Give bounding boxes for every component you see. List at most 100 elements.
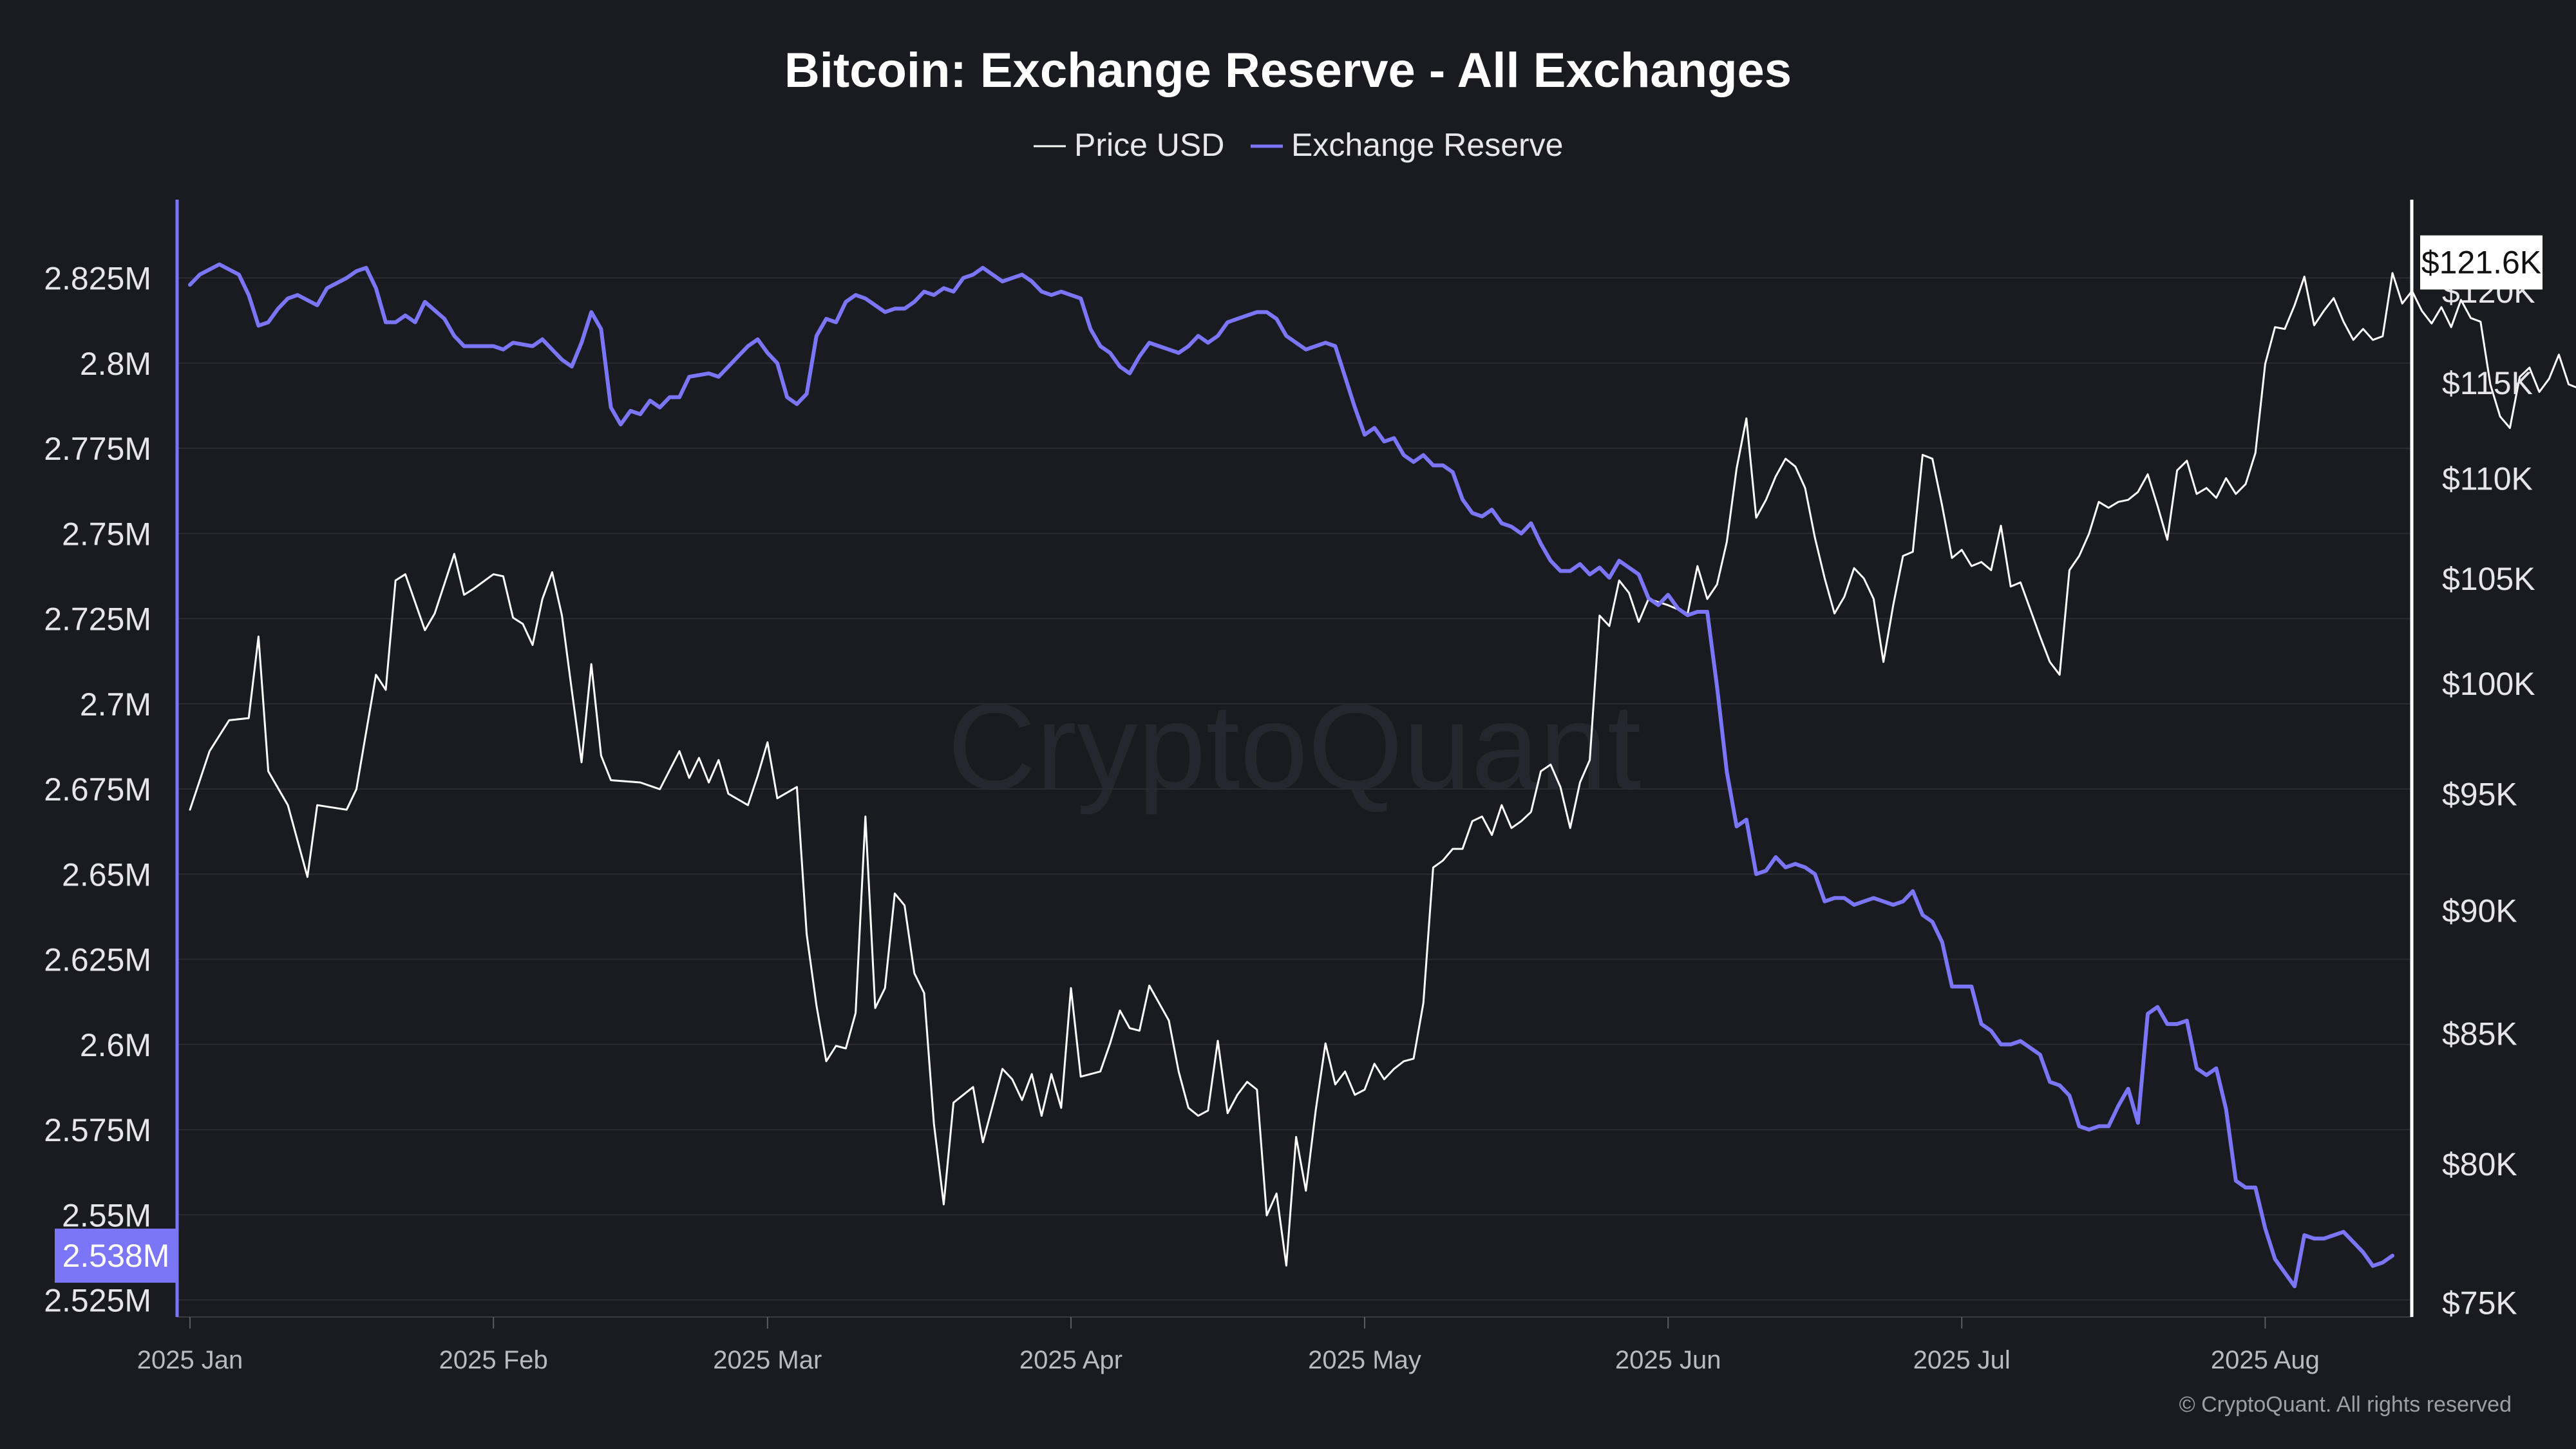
price-usd-point[interactable] (1363, 1088, 1367, 1092)
exchange-reserve-point[interactable] (893, 307, 896, 310)
price-usd-point[interactable] (1333, 1083, 1337, 1086)
price-usd-point[interactable] (2214, 496, 2218, 500)
exchange-reserve-point[interactable] (1578, 562, 1582, 566)
price-usd-point[interactable] (766, 741, 770, 744)
price-usd-point[interactable] (2165, 538, 2169, 542)
exchange-reserve-point[interactable] (1842, 896, 1846, 900)
exchange-reserve-point[interactable] (1686, 613, 1690, 617)
price-usd-point[interactable] (1842, 595, 1846, 599)
exchange-reserve-point[interactable] (1980, 1022, 1984, 1026)
exchange-reserve-point[interactable] (1382, 440, 1386, 444)
price-usd-point[interactable] (1510, 826, 1513, 830)
price-usd-point[interactable] (589, 662, 593, 666)
exchange-reserve-point[interactable] (2302, 1233, 2306, 1237)
price-usd-point[interactable] (697, 756, 701, 760)
price-usd-point[interactable] (1920, 453, 1924, 457)
exchange-reserve-point[interactable] (1715, 685, 1719, 688)
exchange-reserve-point[interactable] (2058, 1083, 2061, 1087)
exchange-reserve-point[interactable] (795, 402, 799, 406)
price-usd-point[interactable] (452, 552, 456, 556)
price-usd-point[interactable] (756, 774, 760, 778)
exchange-reserve-point[interactable] (2371, 1264, 2375, 1268)
price-usd-point[interactable] (1353, 1093, 1357, 1097)
exchange-reserve-point[interactable] (2283, 1271, 2287, 1274)
exchange-reserve-point[interactable] (1705, 610, 1709, 614)
exchange-reserve-point[interactable] (1010, 276, 1014, 280)
exchange-reserve-point[interactable] (2155, 1005, 2159, 1009)
price-usd-point[interactable] (316, 803, 319, 807)
price-usd-point[interactable] (1833, 612, 1837, 616)
price-usd-point[interactable] (1558, 785, 1562, 789)
price-usd-point[interactable] (1431, 866, 1435, 869)
price-usd-point[interactable] (1470, 819, 1474, 823)
price-usd-point[interactable] (2097, 500, 2101, 504)
exchange-reserve-point[interactable] (2224, 1107, 2228, 1111)
price-usd-point[interactable] (2508, 426, 2512, 430)
price-usd-point[interactable] (1480, 815, 1484, 819)
exchange-reserve-point[interactable] (1470, 511, 1474, 515)
exchange-reserve-point[interactable] (2204, 1073, 2208, 1077)
price-usd-point[interactable] (1911, 550, 1915, 554)
price-usd-point[interactable] (2087, 532, 2091, 536)
exchange-reserve-point[interactable] (854, 293, 858, 297)
price-usd-point[interactable] (707, 781, 711, 784)
price-usd-point[interactable] (2136, 490, 2140, 494)
price-usd-point[interactable] (521, 622, 525, 626)
exchange-reserve-point[interactable] (932, 293, 936, 297)
price-usd-point[interactable] (1871, 597, 1875, 601)
exchange-reserve-point[interactable] (423, 300, 427, 304)
price-usd-point[interactable] (462, 593, 466, 597)
exchange-reserve-point[interactable] (1891, 903, 1895, 907)
price-usd-point[interactable] (913, 971, 916, 975)
exchange-reserve-point[interactable] (1216, 334, 1220, 338)
price-usd-point[interactable] (531, 643, 535, 647)
exchange-reserve-point[interactable] (707, 372, 711, 375)
price-usd-point[interactable] (1216, 1039, 1220, 1043)
price-usd-point[interactable] (1441, 858, 1445, 862)
exchange-reserve-point[interactable] (2175, 1022, 2179, 1026)
exchange-reserve-point[interactable] (2381, 1260, 2385, 1264)
exchange-reserve-point[interactable] (2361, 1251, 2365, 1255)
price-usd-point[interactable] (824, 1059, 828, 1063)
price-usd-point[interactable] (2342, 320, 2345, 324)
price-usd-point[interactable] (1010, 1077, 1014, 1081)
exchange-reserve-point[interactable] (560, 358, 564, 362)
price-usd-point[interactable] (1745, 417, 1748, 421)
price-usd-point[interactable] (2185, 459, 2189, 462)
price-usd-point[interactable] (2067, 568, 2071, 572)
price-usd-point[interactable] (2430, 321, 2434, 325)
exchange-reserve-point[interactable] (345, 276, 348, 280)
exchange-reserve-point[interactable] (1039, 290, 1043, 294)
price-usd-point[interactable] (2283, 327, 2287, 331)
exchange-reserve-point[interactable] (2253, 1186, 2257, 1189)
price-usd-point[interactable] (354, 788, 358, 791)
price-usd-point[interactable] (638, 781, 642, 784)
price-usd-point[interactable] (2018, 580, 2022, 584)
exchange-reserve-point[interactable] (775, 361, 779, 365)
price-usd-point[interactable] (2420, 309, 2424, 313)
exchange-reserve-point[interactable] (2018, 1039, 2022, 1043)
exchange-reserve-point[interactable] (218, 263, 222, 267)
price-usd-point[interactable] (2479, 320, 2483, 324)
exchange-reserve-point[interactable] (1999, 1043, 2003, 1046)
price-usd-point[interactable] (1823, 576, 1826, 580)
exchange-reserve-point[interactable] (2312, 1236, 2316, 1240)
exchange-reserve-point[interactable] (1588, 573, 1592, 576)
price-usd-point[interactable] (2381, 334, 2385, 338)
exchange-reserve-point[interactable] (1108, 351, 1112, 355)
price-usd-point[interactable] (1039, 1114, 1043, 1118)
exchange-reserve-point[interactable] (2185, 1019, 2189, 1023)
exchange-reserve-point[interactable] (942, 287, 945, 290)
exchange-reserve-point[interactable] (1764, 869, 1768, 873)
exchange-reserve-point[interactable] (922, 290, 926, 294)
exchange-reserve-point[interactable] (844, 300, 848, 304)
price-usd-point[interactable] (883, 986, 887, 990)
exchange-reserve-point[interactable] (1050, 293, 1054, 297)
exchange-reserve-point[interactable] (2322, 1236, 2326, 1240)
price-usd-point[interactable] (1314, 1108, 1318, 1112)
exchange-reserve-point[interactable] (1823, 900, 1826, 904)
price-usd-point[interactable] (677, 749, 681, 753)
exchange-reserve-point[interactable] (1519, 531, 1523, 535)
exchange-reserve-point[interactable] (599, 327, 603, 331)
price-usd-point[interactable] (345, 808, 348, 811)
